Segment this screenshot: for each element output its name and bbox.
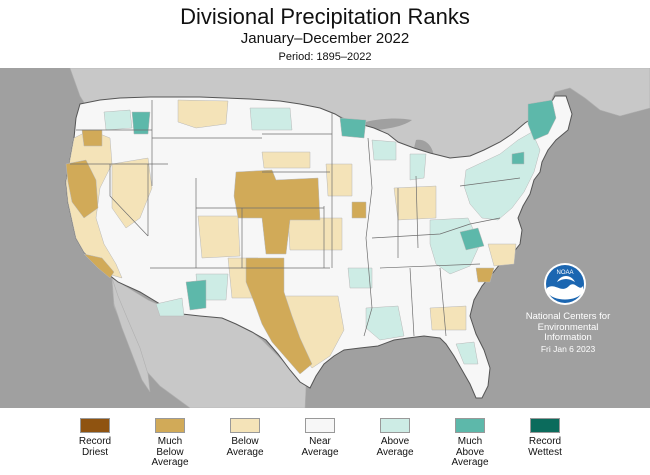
region-above-montana-north: [249, 107, 293, 131]
noaa-logo-text: NOAA: [556, 270, 573, 276]
legend-item-much-below: Much Below Average: [135, 418, 205, 469]
region-above-mississippi: [365, 305, 405, 341]
period-label: Period: 1895–2022: [278, 51, 372, 63]
border-mississippi: [363, 137, 373, 337]
region-above-michigan: [409, 153, 427, 181]
region-much-below-plains: [233, 169, 321, 255]
credit-line-3: Information: [544, 332, 592, 343]
legend-item-below: Below Average: [210, 418, 280, 458]
legend-item-record-driest: Record Driest: [60, 418, 130, 458]
map-subtitle: January–December 2022: [240, 30, 410, 47]
legend-swatch: [155, 418, 185, 433]
region-much-above-virginia: [459, 227, 485, 251]
legend-label: Record Driest: [78, 436, 112, 458]
region-below-ohio-valley: [393, 185, 437, 221]
legend-item-record-wettest: Record Wettest: [510, 418, 580, 458]
region-below-iowa: [325, 163, 353, 197]
region-below-great-basin: [111, 157, 153, 229]
legend-label: Record Wettest: [528, 436, 562, 458]
legend-swatch: [380, 418, 410, 433]
noaa-logo-bird: [557, 276, 575, 282]
legend-label: Near Average: [301, 436, 339, 458]
region-much-below-california: [65, 159, 99, 219]
region-below-montana: [177, 99, 229, 129]
region-below-georgia: [429, 305, 467, 331]
legend-label: Below Average: [226, 436, 264, 458]
region-much-above-minnesota: [339, 117, 367, 139]
legend-item-near: Near Average: [285, 418, 355, 458]
state-borders: [70, 100, 521, 337]
legend-item-much-above: Much Above Average: [435, 418, 505, 469]
region-above-florida: [455, 341, 479, 365]
border-al-ga: [409, 267, 415, 337]
border-illinois: [415, 175, 419, 249]
credit-line-2: Environmental: [537, 321, 599, 333]
region-much-above-washington: [131, 111, 151, 135]
legend-swatch: [80, 418, 110, 433]
border-ca-nv-diag: [109, 164, 149, 237]
region-below-colorado: [197, 215, 241, 259]
region-much-above-arizona: [185, 279, 207, 311]
legend-swatch: [230, 418, 260, 433]
region-much-below-socal: [83, 253, 115, 279]
border-tn: [379, 263, 481, 269]
noaa-logo-wave: [547, 284, 583, 300]
legend-label: Much Above Average: [451, 436, 489, 468]
border-pa-ny: [459, 177, 521, 187]
legend-item-above: Above Average: [360, 418, 430, 458]
legend-label: Much Below Average: [151, 436, 189, 468]
border-ga-sc: [439, 267, 447, 337]
region-much-above-massachusetts: [511, 151, 525, 165]
region-much-below-oregon: [81, 129, 103, 147]
legend: Record Driest Much Below Average Below A…: [60, 418, 600, 474]
credit-date: Fri Jan 6 2023: [540, 343, 596, 354]
noaa-logo: NOAA: [544, 263, 586, 305]
baja-peninsula: [111, 277, 151, 393]
region-below-north-dakota: [261, 151, 311, 169]
legend-swatch: [530, 418, 560, 433]
legend-swatch: [455, 418, 485, 433]
region-much-above-maine: [527, 99, 557, 141]
region-much-below-iowa: [351, 201, 367, 219]
border-ohio: [371, 217, 501, 239]
region-much-below-texas-panhandle: [245, 257, 313, 375]
credit-line-1: National Centers for: [525, 311, 611, 322]
region-below-north-carolina: [487, 243, 517, 267]
region-above-arkansas: [347, 267, 373, 289]
legend-label: Above Average: [376, 436, 414, 458]
precipitation-map: [0, 68, 650, 408]
ncei-credit: National Centers for Environmental Infor…: [512, 311, 624, 354]
region-below-kansas: [287, 217, 343, 251]
precip-regions: [65, 99, 557, 375]
region-above-washington: [103, 109, 133, 131]
map-title: Divisional Precipitation Ranks: [180, 4, 470, 29]
region-above-wisconsin: [371, 139, 397, 161]
region-much-below-carolina: [475, 267, 495, 283]
region-above-arizona: [155, 297, 185, 317]
legend-swatch: [305, 418, 335, 433]
